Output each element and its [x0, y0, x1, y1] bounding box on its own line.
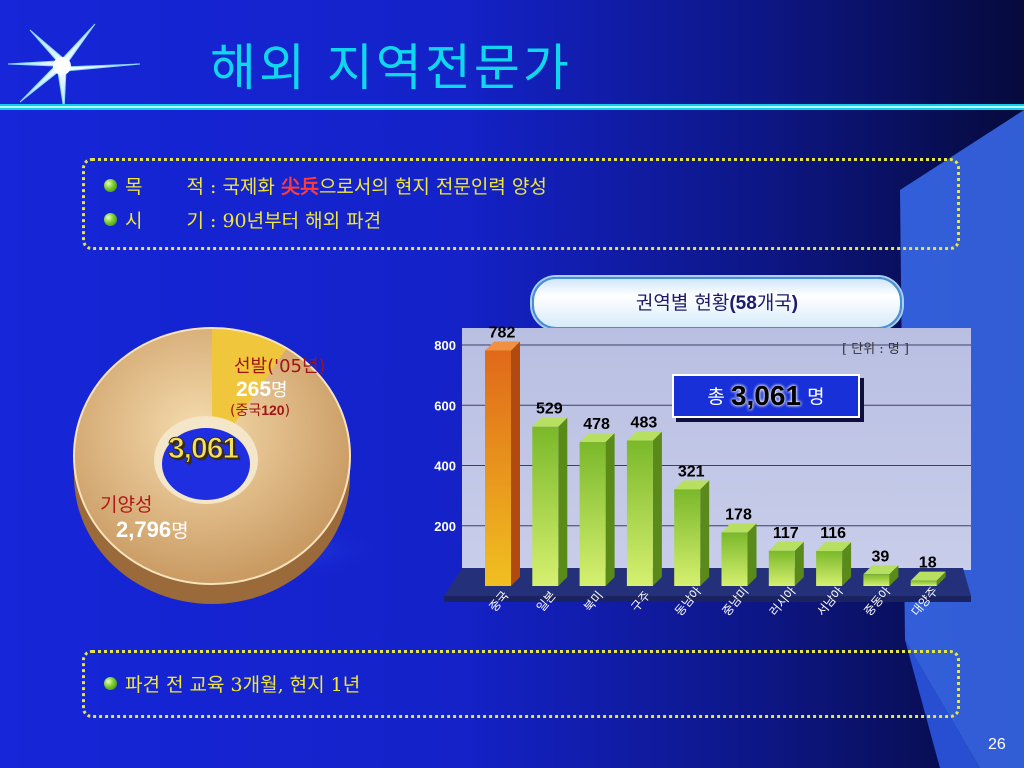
- period-row: 시 기 : 90년부터 해외 파견: [104, 206, 381, 233]
- training-box: [82, 650, 960, 718]
- bar-value-label: 178: [725, 506, 752, 523]
- title-divider: [0, 104, 1024, 110]
- objective-label-1: 목: [125, 176, 143, 198]
- selected-value-row: 265명: [236, 376, 288, 402]
- bar: [579, 433, 615, 586]
- donut-hole: [162, 428, 250, 500]
- objective-row: 목 적 : 국제화 尖兵으로서의 현지 전문인력 양성: [104, 172, 547, 199]
- bar-value-label: 39: [872, 548, 890, 565]
- page-number: 26: [988, 736, 1006, 753]
- china-label: 중국: [235, 403, 262, 419]
- bar-value-label: 116: [820, 525, 846, 542]
- pill-suffix: 개국: [756, 292, 792, 314]
- selected-unit: 명: [271, 380, 288, 401]
- bar: [768, 541, 804, 586]
- region-status-pill: 권역별 현황(58개국): [532, 277, 902, 329]
- china-value-row: (중국120): [230, 402, 291, 419]
- total-box: 총 3,061 명: [672, 374, 860, 418]
- total-prefix: 총: [707, 386, 725, 408]
- objective-highlight: 尖兵: [280, 176, 319, 198]
- existing-value-row: 2,796명: [116, 516, 189, 543]
- period-label-2: 기: [186, 210, 204, 232]
- y-tick-label: 400: [434, 459, 456, 474]
- objective-label-2: 적: [186, 176, 204, 198]
- period-label-1: 시: [125, 210, 143, 232]
- unit-label: [ 단위 : 명 ]: [842, 342, 909, 357]
- bar: [626, 431, 662, 586]
- selected-label: 선발('05년): [234, 356, 326, 377]
- objectives-box: [82, 158, 960, 250]
- bullet-icon: [104, 677, 117, 690]
- bar-value-label: 117: [773, 525, 799, 542]
- training-row: 파견 전 교육 3개월, 현지 1년: [104, 670, 360, 697]
- bar-value-label: 18: [919, 555, 937, 572]
- pill-country-count: 58: [735, 293, 757, 314]
- objective-text-rest: 으로서의 현지 전문인력 양성: [318, 176, 547, 198]
- bar: [863, 565, 899, 586]
- bullet-icon: [104, 213, 117, 226]
- page-title: 해외 지역전문가: [210, 39, 572, 97]
- bullet-icon: [104, 179, 117, 192]
- bar: [721, 523, 757, 586]
- existing-unit: 명: [171, 520, 189, 542]
- existing-label: 기양성: [100, 494, 153, 516]
- selected-value: 265: [236, 378, 272, 401]
- star-burst-icon: [7, 23, 141, 111]
- china-value: 120: [261, 402, 285, 418]
- bar: [816, 542, 852, 586]
- bar-value-label: 483: [631, 415, 658, 432]
- period-text: : 90년부터 해외 파견: [203, 210, 382, 232]
- training-text: 파견 전 교육 3개월, 현지 1년: [125, 674, 361, 696]
- donut-chart: [73, 327, 380, 604]
- total-value: 3,061: [730, 380, 802, 411]
- bar-value-label: 529: [536, 401, 563, 418]
- y-tick-label: 800: [434, 338, 456, 353]
- bar: [910, 571, 946, 586]
- donut-center-total: 3,061: [167, 432, 239, 466]
- bar: [485, 341, 520, 586]
- existing-value: 2,796: [116, 517, 172, 542]
- bar-value-label: 478: [583, 416, 610, 433]
- bar-value-label: 782: [489, 324, 516, 341]
- pill-text: 권역별 현황: [635, 292, 730, 314]
- objective-text: : 국제화: [203, 176, 281, 198]
- bar: [674, 480, 710, 586]
- bar: [532, 417, 568, 586]
- y-tick-label: 600: [434, 398, 456, 413]
- chart-floor-edge: [444, 596, 971, 602]
- y-tick-label: 200: [434, 519, 456, 534]
- total-suffix: 명: [807, 386, 825, 408]
- bar-value-label: 321: [678, 463, 705, 480]
